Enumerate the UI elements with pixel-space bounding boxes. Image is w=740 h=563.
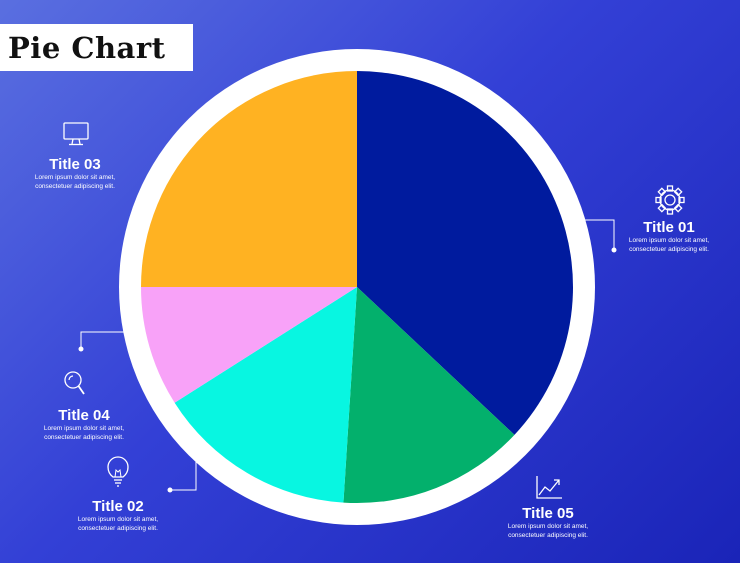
gear-tooth: [657, 203, 667, 213]
gear-tooth: [657, 187, 667, 197]
callout-text-line1: Lorem ipsum dolor sit amet,: [507, 523, 589, 530]
callout-text-line2: consectetuer adipiscing elit.: [44, 433, 124, 441]
gear-icon: [655, 185, 685, 215]
gear-tooth: [666, 208, 674, 215]
callout-text-line2: consectetuer adipiscing elit.: [35, 182, 115, 190]
callout-heading: Title 03: [49, 156, 101, 173]
callout-text-line1: Lorem ipsum dolor sit amet,: [628, 237, 710, 244]
chart-title: Pie Chart: [8, 30, 166, 65]
callout-heading: Title 05: [522, 505, 574, 522]
magnifier-icon: [64, 371, 85, 395]
pie-slice-5: [141, 71, 357, 287]
pie-slice-2: [343, 287, 515, 503]
connector-line-01: [583, 219, 615, 250]
callout-title-01: Title 01 Lorem ipsum dolor sit amet, con…: [614, 219, 724, 254]
callout-text-line2: consectetuer adipiscing elit.: [78, 524, 158, 532]
callout-text-line1: Lorem ipsum dolor sit amet,: [34, 174, 116, 181]
pie-slice-1: [357, 70, 574, 435]
pie-slice-4: [141, 287, 357, 403]
callout-title-03: Title 03 Lorem ipsum dolor sit amet, con…: [20, 156, 130, 191]
pie-slice-3: [174, 287, 357, 503]
callout-title-05: Title 05 Lorem ipsum dolor sit amet, con…: [493, 505, 603, 540]
gear-tooth: [673, 203, 683, 213]
callout-heading: Title 04: [58, 407, 110, 424]
callout-title-04: Title 04 Lorem ipsum dolor sit amet, con…: [29, 407, 139, 442]
gear-tooth: [678, 196, 685, 204]
connector-dot-02: [167, 487, 173, 493]
connector-line-02: [170, 458, 197, 491]
lightbulb-icon: [107, 456, 129, 487]
chart-title-box: Pie Chart: [0, 24, 193, 71]
callout-title-02: Title 02 Lorem ipsum dolor sit amet, con…: [63, 498, 173, 533]
callout-heading: Title 01: [643, 219, 695, 236]
callout-text-line1: Lorem ipsum dolor sit amet,: [43, 425, 125, 432]
callout-text-line2: consectetuer adipiscing elit.: [629, 245, 709, 253]
monitor-icon: [63, 122, 89, 146]
callout-text-line1: Lorem ipsum dolor sit amet,: [77, 516, 159, 523]
trend-chart-icon: [536, 476, 562, 499]
connector-dot-04: [78, 346, 84, 352]
gear-tooth: [673, 187, 683, 197]
pie-slices: [141, 70, 574, 503]
callout-text-line2: consectetuer adipiscing elit.: [508, 531, 588, 539]
gear-tooth: [655, 196, 662, 204]
connector-line-04: [80, 331, 126, 349]
connector-dot-01: [611, 247, 617, 253]
gear-tooth: [666, 185, 674, 192]
callout-heading: Title 02: [92, 498, 144, 515]
